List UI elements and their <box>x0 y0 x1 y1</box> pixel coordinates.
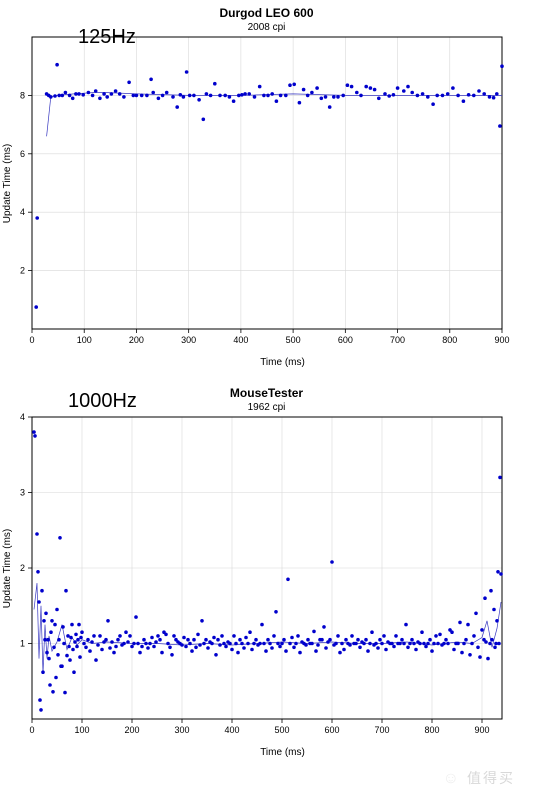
svg-text:2: 2 <box>20 563 25 573</box>
svg-text:700: 700 <box>390 335 405 345</box>
chart2-plot: Update Time (ms) 0 100 200 300 400 500 600 700 8… <box>0 413 533 758</box>
chart1-plot: Update Time (ms) 0 100 200 300 400 500 600 700 8… <box>0 33 533 368</box>
svg-text:0: 0 <box>29 335 34 345</box>
overlay-125hz: 125Hz <box>78 26 136 49</box>
svg-text:300: 300 <box>181 335 196 345</box>
svg-text:800: 800 <box>424 725 439 735</box>
svg-text:500: 500 <box>286 335 301 345</box>
svg-text:1: 1 <box>20 639 25 649</box>
chart1-xlabel: Time (ms) <box>32 357 533 368</box>
chart-125hz: Durgod LEO 600 2008 cpi Update Time (ms)… <box>0 0 533 368</box>
svg-text:600: 600 <box>324 725 339 735</box>
watermark-icon: ☺ <box>443 770 461 788</box>
svg-text:200: 200 <box>124 725 139 735</box>
svg-text:100: 100 <box>74 725 89 735</box>
chart1-title: Durgod LEO 600 <box>0 6 533 20</box>
chart-1000hz: MouseTester 1962 cpi Update Time (ms) 01… <box>0 386 533 758</box>
chart2-xlabel: Time (ms) <box>32 747 533 758</box>
svg-text:4: 4 <box>20 207 25 217</box>
svg-text:3: 3 <box>20 488 25 498</box>
svg-text:300: 300 <box>174 725 189 735</box>
svg-text:8: 8 <box>20 90 25 100</box>
svg-text:900: 900 <box>494 335 509 345</box>
chart1-ylabel: Update Time (ms) <box>2 144 13 223</box>
svg-text:600: 600 <box>338 335 353 345</box>
svg-text:700: 700 <box>374 725 389 735</box>
svg-text:6: 6 <box>20 149 25 159</box>
chart2-ylabel: Update Time (ms) <box>2 529 13 608</box>
svg-text:4: 4 <box>20 413 25 422</box>
watermark-text: 值得买 <box>467 770 515 786</box>
svg-text:400: 400 <box>224 725 239 735</box>
svg-text:0: 0 <box>29 725 34 735</box>
svg-text:200: 200 <box>129 335 144 345</box>
svg-text:2: 2 <box>20 266 25 276</box>
svg-text:900: 900 <box>474 725 489 735</box>
watermark: ☺ 值得买 <box>443 768 515 788</box>
svg-text:400: 400 <box>233 335 248 345</box>
svg-text:500: 500 <box>274 725 289 735</box>
svg-text:100: 100 <box>77 335 92 345</box>
overlay-1000hz: 1000Hz <box>68 390 137 413</box>
svg-text:800: 800 <box>442 335 457 345</box>
